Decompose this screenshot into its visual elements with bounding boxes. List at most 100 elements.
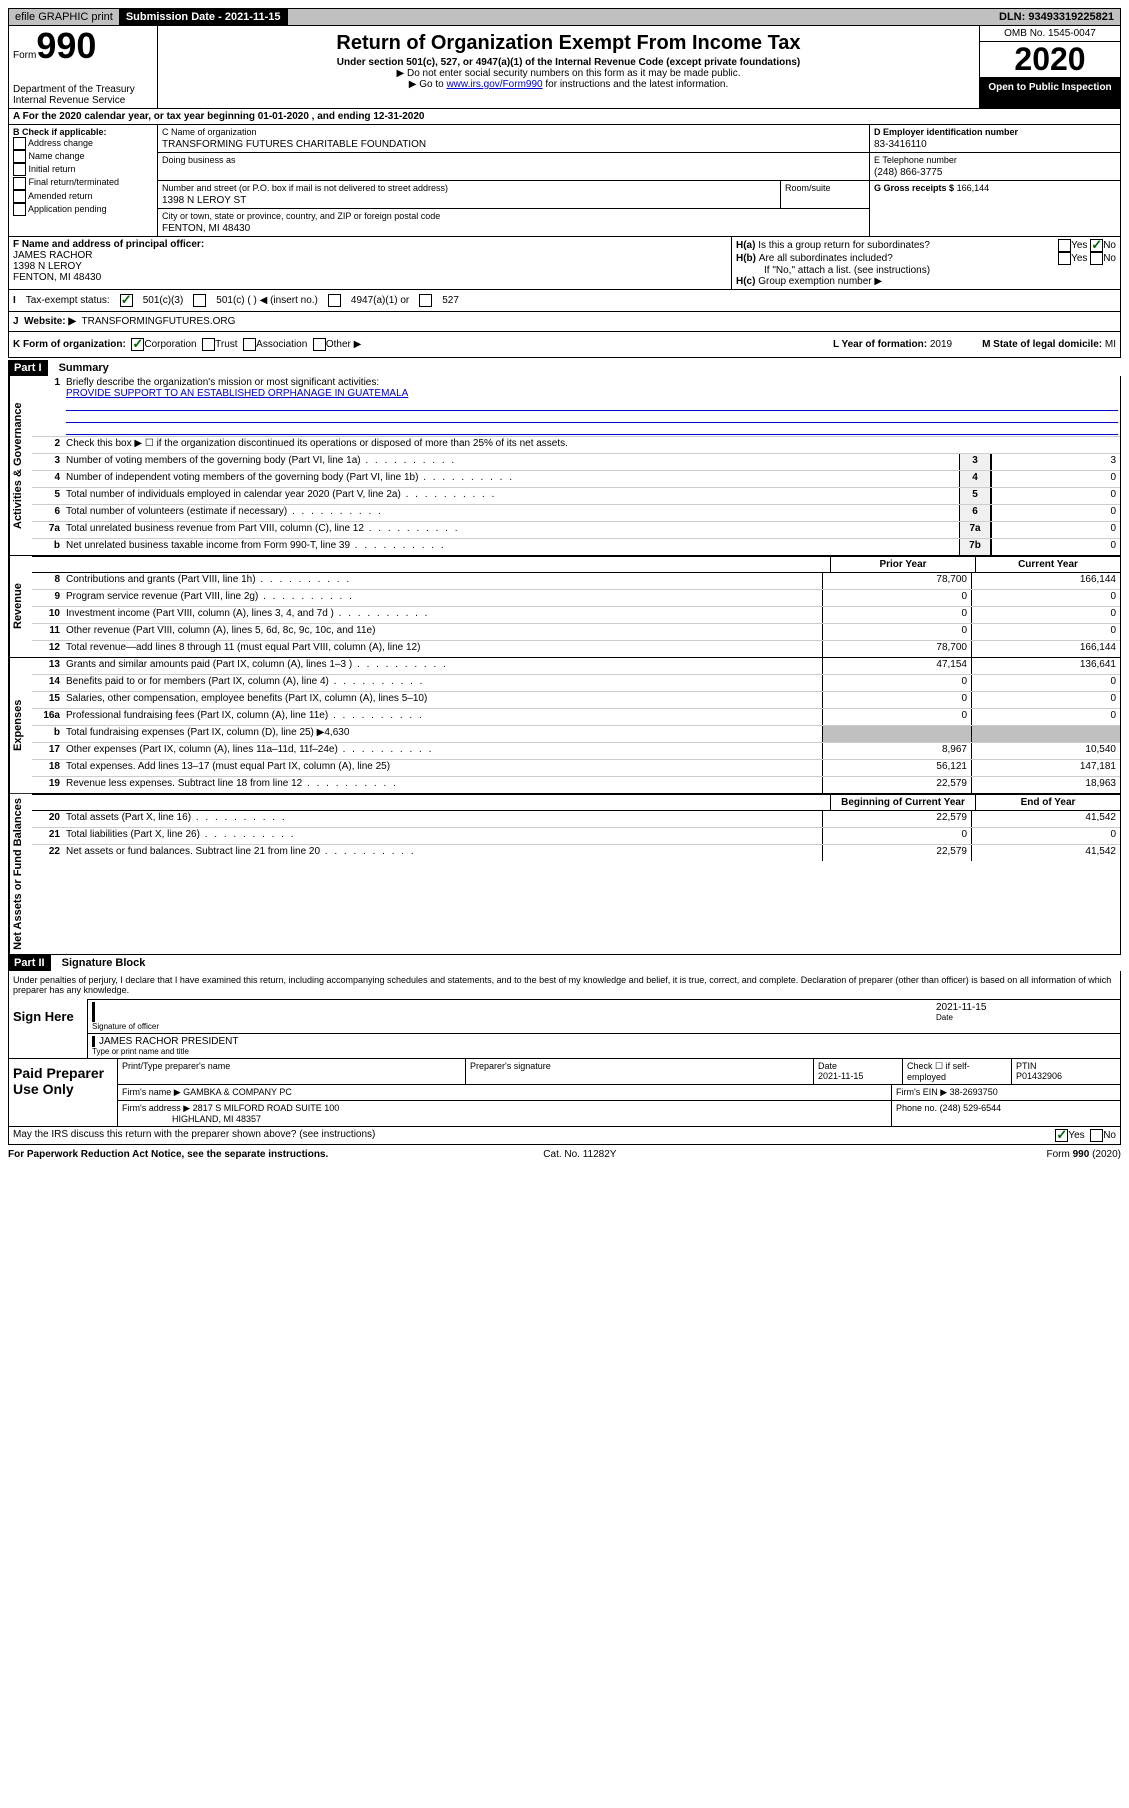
- c14: 0: [971, 675, 1120, 691]
- side-net: Net Assets or Fund Balances: [9, 794, 32, 954]
- ha-yes-checkbox[interactable]: [1058, 239, 1071, 252]
- l7a: Total unrelated business revenue from Pa…: [64, 522, 959, 538]
- col-end: End of Year: [975, 795, 1120, 810]
- discuss-yes-checkbox[interactable]: [1055, 1129, 1068, 1142]
- name-change-label: Name change: [29, 151, 85, 161]
- form-title: Return of Organization Exempt From Incom…: [162, 32, 975, 55]
- l10: Investment income (Part VIII, column (A)…: [64, 607, 822, 623]
- l16a: Professional fundraising fees (Part IX, …: [64, 709, 822, 725]
- form-prefix: Form: [13, 50, 36, 61]
- hb-note: If "No," attach a list. (see instruction…: [736, 265, 1116, 276]
- firm-name-label: Firm's name ▶: [122, 1087, 181, 1097]
- col-f: F Name and address of principal officer:…: [9, 237, 732, 289]
- part2-header: Part II Signature Block: [8, 955, 1121, 971]
- l-label: L Year of formation:: [833, 339, 927, 350]
- sig-date: 2021-11-15: [936, 1002, 1116, 1013]
- l6: Total number of volunteers (estimate if …: [64, 505, 959, 521]
- ha-no-checkbox[interactable]: [1090, 239, 1103, 252]
- prep-sig-label: Preparer's signature: [470, 1061, 551, 1071]
- k-row: K Form of organization: Corporation Trus…: [8, 332, 1121, 358]
- discuss-no-checkbox[interactable]: [1090, 1129, 1103, 1142]
- hb-no: No: [1103, 253, 1116, 264]
- c13: 136,641: [971, 658, 1120, 674]
- col-h: H(a) Is this a group return for subordin…: [732, 237, 1120, 289]
- hb-no-checkbox[interactable]: [1090, 252, 1103, 265]
- 501c3-checkbox[interactable]: [120, 294, 133, 307]
- prep-phone-label: Phone no.: [896, 1103, 937, 1113]
- name-change-checkbox[interactable]: [13, 150, 26, 163]
- row-a-tax-year: A For the 2020 calendar year, or tax yea…: [8, 109, 1121, 125]
- firm-addr-label: Firm's address ▶: [122, 1103, 190, 1113]
- amended-checkbox[interactable]: [13, 190, 26, 203]
- l21: Total liabilities (Part X, line 26): [64, 828, 822, 844]
- trust-checkbox[interactable]: [202, 338, 215, 351]
- initial-checkbox[interactable]: [13, 163, 26, 176]
- p20: 22,579: [822, 811, 971, 827]
- p22: 22,579: [822, 845, 971, 861]
- ptin-value: P01432906: [1016, 1071, 1062, 1081]
- corp-checkbox[interactable]: [131, 338, 144, 351]
- officer-name-typed: JAMES RACHOR PRESIDENT: [92, 1036, 1116, 1047]
- v3: 3: [991, 454, 1120, 470]
- type-name-caption: Type or print name and title: [92, 1047, 1116, 1056]
- prep-phone: (248) 529-6544: [940, 1103, 1002, 1113]
- irs-link[interactable]: www.irs.gov/Form990: [446, 79, 542, 90]
- p18: 56,121: [822, 760, 971, 776]
- c19: 18,963: [971, 777, 1120, 793]
- hb-yes-checkbox[interactable]: [1058, 252, 1071, 265]
- other-checkbox[interactable]: [313, 338, 326, 351]
- c17: 10,540: [971, 743, 1120, 759]
- c-name-label: C Name of organization: [162, 127, 865, 137]
- i-label: Tax-exempt status:: [26, 295, 110, 306]
- final-checkbox[interactable]: [13, 177, 26, 190]
- sig-officer-caption: Signature of officer: [92, 1022, 936, 1031]
- dba-value: [162, 165, 865, 178]
- col-b: B Check if applicable: Address change Na…: [9, 125, 158, 236]
- p8: 78,700: [822, 573, 971, 589]
- discuss-yes: Yes: [1068, 1130, 1084, 1141]
- l17: Other expenses (Part IX, column (A), lin…: [64, 743, 822, 759]
- prep-date: 2021-11-15: [818, 1071, 863, 1081]
- v7b: 0: [991, 539, 1120, 555]
- signature-section: Under penalties of perjury, I declare th…: [8, 971, 1121, 1059]
- omb-number: OMB No. 1545-0047: [980, 26, 1120, 42]
- m-label: M State of legal domicile:: [982, 339, 1102, 350]
- note-link-post: for instructions and the latest informat…: [543, 79, 729, 90]
- section-fh: F Name and address of principal officer:…: [8, 237, 1121, 290]
- app-pending-checkbox[interactable]: [13, 203, 26, 216]
- form-number: 990: [36, 28, 96, 64]
- 527-checkbox[interactable]: [419, 294, 432, 307]
- l8: Contributions and grants (Part VIII, lin…: [64, 573, 822, 589]
- firm-addr1: 2817 S MILFORD ROAD SUITE 100: [193, 1103, 340, 1113]
- j-label: Website: ▶: [24, 316, 76, 327]
- firm-ein: 38-2693750: [950, 1087, 998, 1097]
- part1-title: Summary: [51, 362, 109, 374]
- l13: Grants and similar amounts paid (Part IX…: [64, 658, 822, 674]
- prep-date-label: Date: [818, 1061, 837, 1071]
- v6: 0: [991, 505, 1120, 521]
- addr-change-checkbox[interactable]: [13, 137, 26, 150]
- assoc-checkbox[interactable]: [243, 338, 256, 351]
- col-c: C Name of organization TRANSFORMING FUTU…: [158, 125, 869, 236]
- 4947-checkbox[interactable]: [328, 294, 341, 307]
- discuss-row: May the IRS discuss this return with the…: [8, 1127, 1121, 1145]
- hb-yes: Yes: [1071, 253, 1087, 264]
- v7a: 0: [991, 522, 1120, 538]
- firm-ein-label: Firm's EIN ▶: [896, 1087, 947, 1097]
- l5: Total number of individuals employed in …: [64, 488, 959, 504]
- part1-header: Part I Summary: [8, 360, 1121, 376]
- org-name: TRANSFORMING FUTURES CHARITABLE FOUNDATI…: [162, 137, 865, 150]
- 527-label: 527: [442, 295, 459, 306]
- note-link: ▶ Go to www.irs.gov/Form990 for instruct…: [162, 79, 975, 90]
- l9: Program service revenue (Part VIII, line…: [64, 590, 822, 606]
- side-exp: Expenses: [9, 658, 32, 793]
- 501c-checkbox[interactable]: [193, 294, 206, 307]
- 501c-label: 501(c) ( ) ◀ (insert no.): [216, 295, 318, 306]
- part2-title: Signature Block: [54, 957, 146, 969]
- part1-net: Net Assets or Fund Balances Beginning of…: [8, 794, 1121, 955]
- m-value: MI: [1105, 339, 1116, 350]
- col-current: Current Year: [975, 557, 1120, 572]
- header-right: OMB No. 1545-0047 2020 Open to Public In…: [979, 26, 1120, 108]
- firm-addr2: HIGHLAND, MI 48357: [172, 1114, 261, 1124]
- p16b-gray: [822, 726, 971, 742]
